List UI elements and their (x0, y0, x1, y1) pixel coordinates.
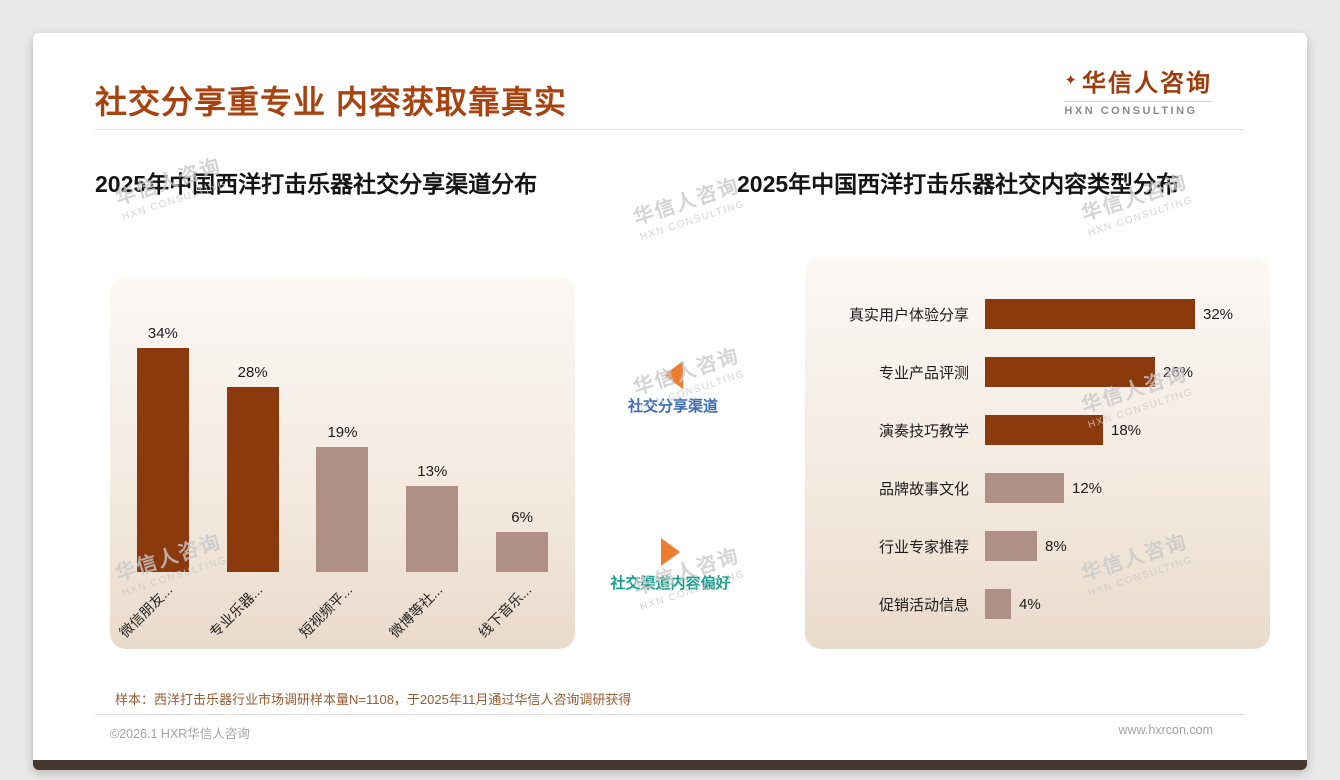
bar-value-label: 8% (1045, 537, 1067, 555)
content-type-chart-panel: 真实用户体验分享 32% 专业产品评测 26% 演奏技巧教学 18% 品牌故事文化 12% 行业… (805, 257, 1270, 649)
bar (496, 532, 549, 572)
slide-card: 社交分享重专业 内容获取靠真实 ✦ 华信人咨询 HXN CONSULTING 2… (33, 33, 1307, 770)
copyright-text: ©2026.1 HXR华信人咨询 (110, 727, 250, 741)
bar-row: 专业产品评测 26% (825, 357, 1260, 387)
bar-column: 19% 短视频平... (296, 424, 369, 641)
bar-category-label: 微信朋友... (116, 581, 176, 641)
sample-note: 样本：西洋打击乐器行业市场调研样本量N=1108，于2025年11月通过华信人咨… (115, 692, 632, 707)
bar-category-label: 行业专家推荐 (878, 538, 969, 556)
bar-category-label: 演奏技巧教学 (878, 422, 969, 440)
content-bars: 真实用户体验分享 32% 专业产品评测 26% 演奏技巧教学 18% 品牌故事文化 12% 行业… (825, 299, 1260, 619)
bar-row: 演奏技巧教学 18% (825, 415, 1260, 445)
logo-star-icon: ✦ (1064, 72, 1077, 89)
watermark-text-en: HXN CONSULTING (1086, 194, 1195, 239)
bar-value-label: 12% (1072, 479, 1103, 497)
logo-name-cn: 华信人咨询 (1082, 70, 1212, 97)
logo-name-en: HXN CONSULTING (1064, 101, 1212, 117)
bar (985, 531, 1037, 561)
bar-column: 6% 线下音乐... (476, 509, 549, 641)
bar-value-label: 28% (237, 364, 268, 381)
bar-row: 行业专家推荐 8% (825, 531, 1260, 561)
bar-value-label: 26% (1163, 363, 1194, 381)
watermark-text-en: HXN CONSULTING (638, 198, 747, 243)
bar-value-label: 18% (1111, 421, 1142, 439)
bar-value-label: 4% (1019, 595, 1041, 613)
bar (985, 589, 1011, 619)
channel-bars: 34% 微信朋友... 28% 专业乐器... 19% 短视频平... 13% 微博等社...… (116, 277, 567, 641)
bar-category-label: 微博等社... (385, 581, 446, 641)
bar-category-label: 促销活动信息 (878, 596, 969, 614)
bar-category-label: 专业乐器... (206, 581, 266, 641)
bar-row: 品牌故事文化 12% (825, 473, 1260, 503)
bar (226, 387, 279, 572)
bar-category-label: 品牌故事文化 (878, 480, 969, 498)
bar-value-label: 32% (1203, 305, 1234, 323)
footer-divider (95, 714, 1245, 715)
bar-category-label: 专业产品评测 (878, 364, 969, 382)
website-url: www.hxrcon.com (1118, 723, 1213, 737)
share-channel-label: 社交分享渠道 (627, 398, 718, 415)
watermark: 华信人咨询 HXN CONSULTING (629, 169, 747, 243)
content-pref-marker: 社交渠道内容偏好 (578, 538, 763, 593)
bar-column: 28% 专业乐器... (206, 364, 279, 641)
bar-value-label: 34% (147, 325, 178, 342)
bar-category-label: 短视频平... (296, 581, 356, 641)
bar-category-label: 线下音乐... (475, 581, 535, 641)
right-chart-title: 2025年中国西洋打击乐器社交内容类型分布 (737, 171, 1180, 197)
bar-value-label: 13% (417, 463, 448, 480)
bar-category-label: 真实用户体验分享 (848, 306, 969, 324)
page-title: 社交分享重专业 内容获取靠真实 (95, 84, 567, 120)
bar-row: 真实用户体验分享 32% (825, 299, 1260, 329)
arrow-right-icon (661, 538, 680, 566)
header-divider (95, 129, 1245, 130)
footer: ©2026.1 HXR华信人咨询 www.hxrcon.com (110, 723, 1213, 742)
watermark-text-cn: 华信人咨询 (631, 174, 743, 230)
left-chart-title: 2025年中国西洋打击乐器社交分享渠道分布 (95, 171, 538, 197)
bar-value-label: 19% (327, 424, 358, 441)
bar (985, 473, 1064, 503)
bar (985, 299, 1195, 329)
bar-column: 34% 微信朋友... (116, 325, 189, 641)
share-channel-marker: 社交分享渠道 (588, 361, 758, 416)
bar (406, 486, 459, 572)
arrow-left-icon (663, 361, 683, 389)
company-logo: ✦ 华信人咨询 HXN CONSULTING (1064, 63, 1212, 117)
bar (985, 357, 1155, 387)
bar-column: 13% 微博等社... (386, 463, 459, 641)
content-pref-label: 社交渠道内容偏好 (610, 575, 731, 592)
bottom-accent-bar (33, 760, 1307, 770)
bar (136, 348, 189, 572)
bar-row: 促销活动信息 4% (825, 589, 1260, 619)
share-channel-chart-panel: 34% 微信朋友... 28% 专业乐器... 19% 短视频平... 13% 微博等社...… (110, 277, 575, 649)
bar (985, 415, 1103, 445)
bar (316, 447, 369, 572)
bar-value-label: 6% (511, 509, 533, 526)
